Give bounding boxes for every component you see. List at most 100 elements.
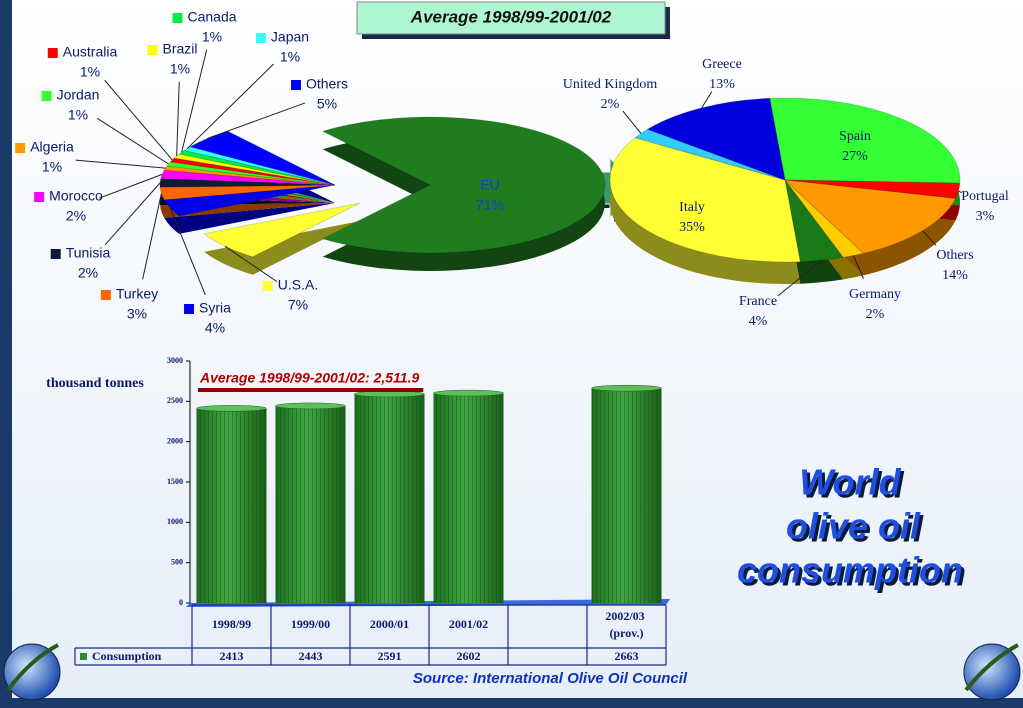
slice-value: 1%	[280, 49, 300, 65]
olive-branch	[964, 643, 1019, 692]
y-tick-label: 3000	[167, 356, 183, 365]
slice-label: Spain	[839, 129, 871, 144]
bar-stripes	[591, 388, 662, 603]
pie	[609, 97, 961, 284]
slice-label: Australia	[63, 44, 118, 60]
leader-line	[958, 190, 962, 194]
legend-key	[290, 80, 301, 90]
leader-line	[186, 63, 275, 149]
olive-branch	[6, 643, 59, 692]
legend-key	[47, 48, 58, 58]
slice-value: 2%	[866, 307, 885, 322]
slice	[166, 161, 336, 186]
y-tick-label: 2000	[167, 436, 183, 445]
title-box	[356, 1, 666, 35]
legend-key	[41, 91, 52, 101]
globe	[963, 643, 1021, 701]
slice	[173, 153, 336, 186]
bar-stripes	[275, 405, 346, 603]
legend-key	[172, 13, 183, 23]
leader-line	[142, 193, 162, 280]
slice-value: 14%	[942, 268, 968, 283]
slice-value: 5%	[317, 96, 337, 112]
y-tick-label: 1000	[167, 517, 183, 526]
slide-title-shadow: olive oil	[789, 509, 924, 550]
slide-title-line: World	[799, 462, 901, 503]
annotation-underline	[198, 388, 424, 392]
legend-key	[15, 143, 26, 153]
globe	[3, 643, 61, 701]
bar-top	[591, 384, 662, 392]
slide-title-shadow: consumption	[740, 553, 966, 594]
slice-label: Jordan	[57, 87, 100, 103]
slice	[633, 128, 786, 181]
slice-label: Canada	[187, 9, 236, 25]
slice-label: France	[739, 294, 777, 309]
slice-value: 1%	[68, 107, 88, 123]
slice-value: 7%	[288, 297, 308, 313]
y-tick-label: 1500	[167, 477, 183, 486]
slice-label: Others	[936, 248, 973, 263]
slice-label: Brazil	[162, 41, 197, 57]
slice-label: EU	[480, 177, 499, 193]
slide-title-line: consumption	[737, 550, 963, 591]
slice-label: Italy	[679, 200, 705, 215]
legend-key	[184, 304, 195, 314]
x-tick-label: 2002/03 (prov.)	[605, 609, 647, 640]
x-tick-label-line: 2002/03	[605, 609, 647, 623]
y-axis-title: thousand tonnes	[46, 376, 144, 391]
leader-line	[169, 207, 206, 296]
leader-line	[852, 255, 864, 279]
leader-line	[777, 259, 823, 297]
bar-top	[275, 402, 346, 410]
pie	[159, 116, 606, 275]
slice-label: Japan	[271, 29, 309, 45]
leader-line	[96, 117, 169, 165]
legend-key	[50, 249, 61, 259]
x-tick-label: 1998/99	[212, 617, 251, 631]
slice-side	[164, 203, 335, 234]
slice-value: 2%	[78, 265, 98, 281]
slice-value: 71%	[476, 197, 504, 213]
leader-line	[176, 81, 180, 157]
left-border	[0, 0, 12, 708]
legend-key	[255, 33, 266, 43]
slice	[160, 169, 336, 186]
slice	[769, 97, 961, 184]
leader-line	[701, 91, 713, 109]
slice-side	[204, 221, 360, 275]
slice-value: 1%	[42, 159, 62, 175]
x-tick-label-line: (prov.)	[609, 626, 643, 640]
slice-label: Algeria	[30, 139, 74, 155]
bottom-border	[0, 698, 1023, 708]
slice-value: 2%	[66, 208, 86, 224]
bar-stripes	[354, 393, 425, 603]
leader-line	[99, 173, 163, 199]
slice-label: Morocco	[49, 188, 103, 204]
slice-value: 1%	[80, 64, 100, 80]
slice-value: 4%	[205, 320, 225, 336]
slice-label: Germany	[849, 287, 901, 302]
bar-stripes	[433, 393, 504, 603]
legend-key	[34, 192, 45, 202]
slice-label: Others	[306, 76, 348, 92]
slice-label: Tunisia	[66, 245, 111, 261]
globe-left	[3, 643, 61, 701]
slice	[609, 137, 801, 263]
table-value: 2443	[299, 649, 323, 663]
source: Source: International Olive Oil Council	[413, 670, 688, 687]
x-tick-label: 2000/01	[370, 617, 409, 631]
globe-right	[963, 643, 1021, 701]
slice-value: 2%	[601, 97, 620, 112]
y-tick-label: 0	[179, 598, 183, 607]
legend-key	[262, 281, 273, 291]
leader-line	[75, 159, 166, 169]
pie-slices	[609, 97, 961, 263]
slice-value: 3%	[976, 209, 995, 224]
slice-label: Syria	[199, 300, 231, 316]
annotation: Average 1998/99-2001/02: 2,511.9	[199, 370, 419, 386]
bar-top	[433, 389, 504, 397]
slice	[321, 116, 606, 254]
slide-title: World World olive oil olive oil consumpt…	[737, 462, 966, 594]
